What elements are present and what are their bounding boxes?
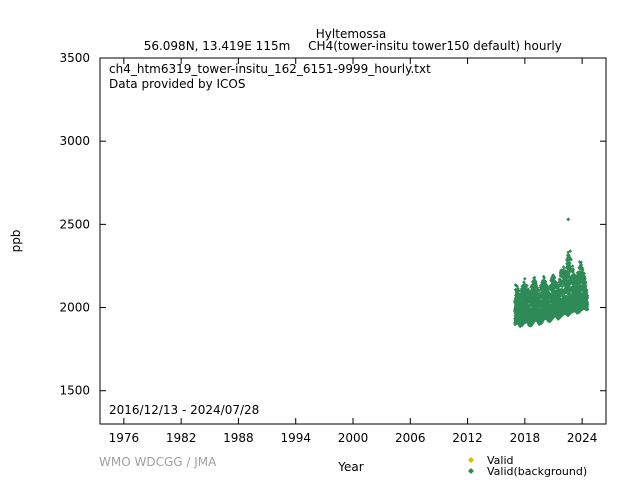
date-range-note: 2016/12/13 - 2024/07/28 — [109, 403, 259, 417]
plot-frame — [99, 57, 607, 425]
y-tick-label: 3000 — [59, 134, 90, 148]
x-tick-label: 1982 — [166, 431, 197, 445]
y-axis: 1500 2000 2500 3000 3500 — [59, 51, 606, 398]
data-layer — [513, 217, 590, 329]
file-name-note: ch4_htm6319_tower-insitu_162_6151-9999_h… — [109, 62, 431, 76]
credit-text: WMO WDCGG / JMA — [99, 455, 217, 469]
x-tick-label: 1976 — [109, 431, 140, 445]
legend-valid-marker — [468, 457, 474, 463]
y-axis-label: ppb — [9, 230, 23, 253]
x-axis: 1976 1982 1988 1994 2000 2006 2012 2018 2024 — [109, 58, 598, 445]
x-tick-label: 2006 — [395, 431, 426, 445]
chart-title-location: 56.098N, 13.419E 115m — [144, 39, 291, 53]
legend-background-label: Valid(background) — [487, 465, 587, 478]
y-tick-label: 2500 — [59, 217, 90, 231]
series-valid-background-outlier — [566, 217, 571, 222]
x-tick-label: 1994 — [280, 431, 311, 445]
x-tick-label: 2000 — [338, 431, 369, 445]
y-tick-label: 3500 — [59, 51, 90, 65]
provider-note: Data provided by ICOS — [109, 77, 245, 91]
x-axis-label: Year — [337, 460, 363, 474]
y-tick-label: 1500 — [59, 384, 90, 398]
x-tick-label: 2012 — [452, 431, 483, 445]
chart-title-station: Hyltemossa — [316, 27, 386, 41]
legend-valid-label: Valid — [487, 454, 514, 467]
legend: Valid Valid(background) — [468, 454, 587, 478]
legend-background-marker — [468, 468, 474, 474]
x-tick-label: 2024 — [567, 431, 598, 445]
x-tick-label: 2018 — [510, 431, 541, 445]
series-valid-background-points — [513, 249, 590, 329]
y-tick-label: 2000 — [59, 301, 90, 315]
chart-title-series: CH4(tower-insitu tower150 default) hourl… — [308, 39, 562, 53]
x-tick-label: 1988 — [223, 431, 254, 445]
